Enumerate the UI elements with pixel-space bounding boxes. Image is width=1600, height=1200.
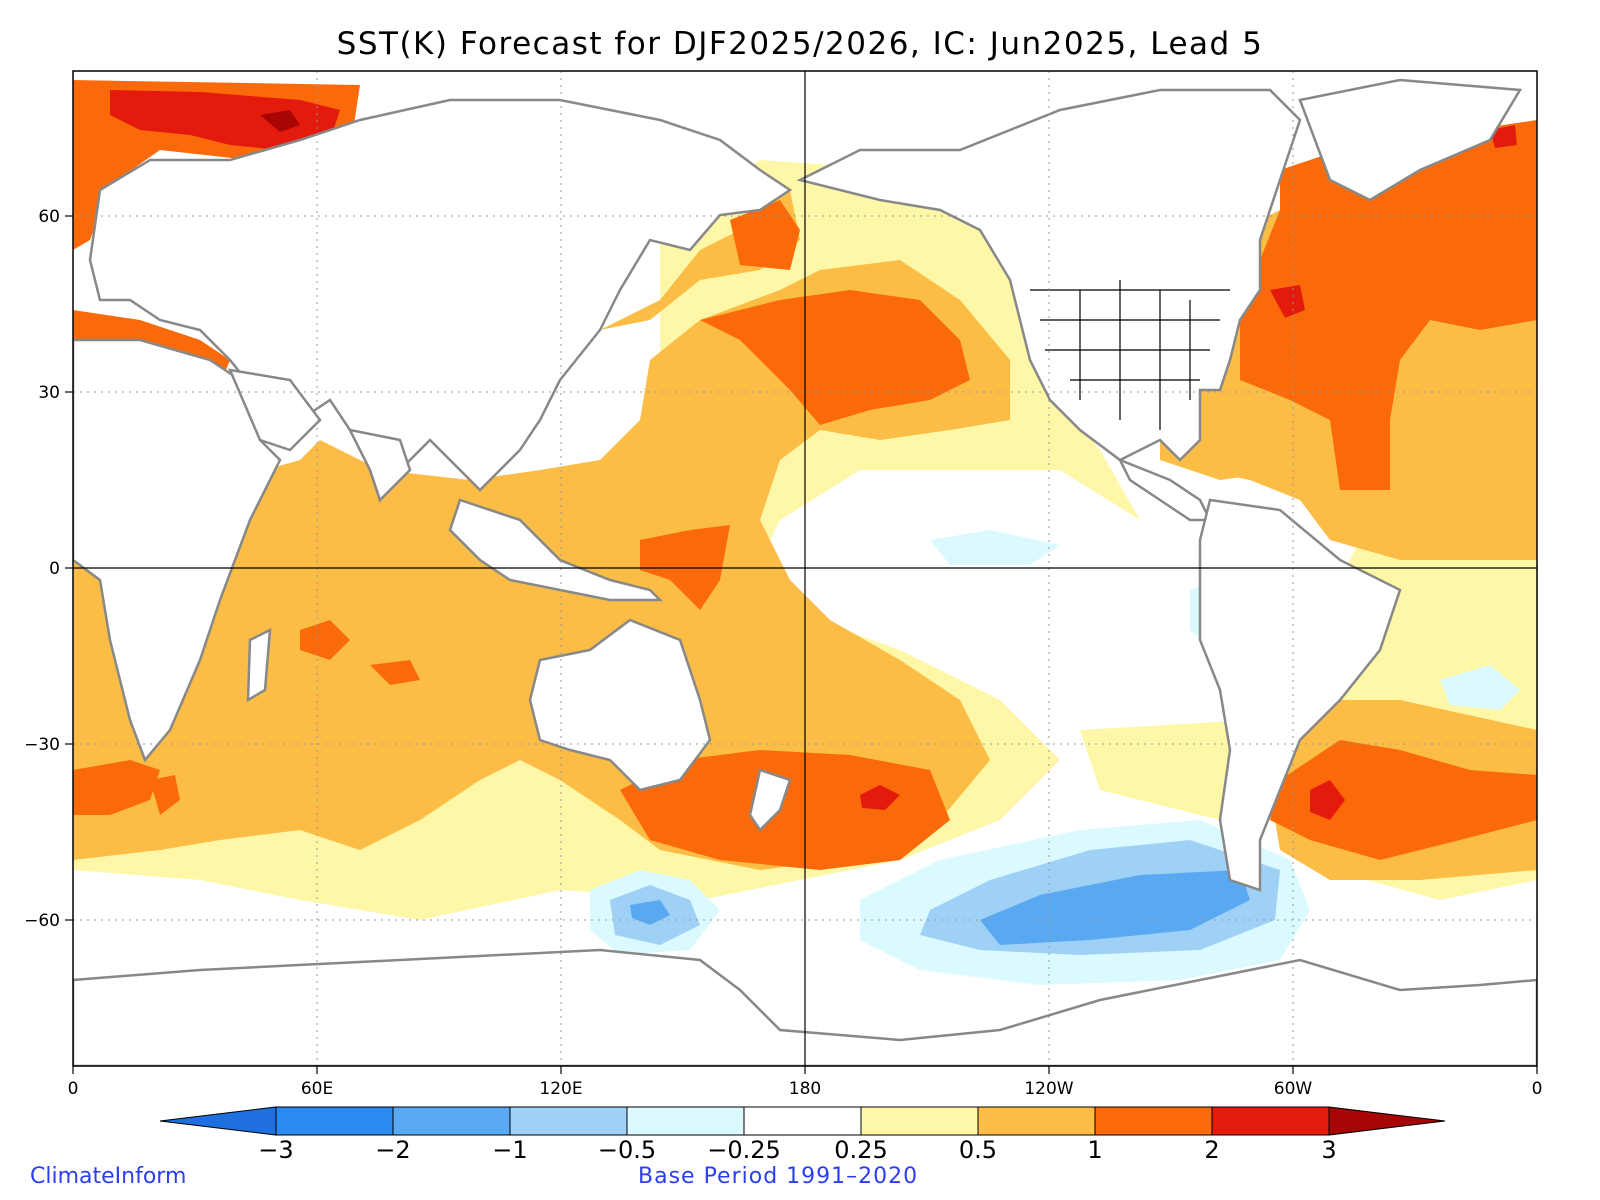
colorbar-segment	[743, 1106, 862, 1136]
y-tick-label: 60	[38, 207, 60, 227]
colorbar-label: 0.5	[959, 1136, 997, 1164]
arabia	[227, 368, 322, 452]
colorbar-segment	[860, 1106, 979, 1136]
x-tick-label: 120W	[1024, 1079, 1073, 1099]
colorbar-segment	[509, 1106, 628, 1136]
colorbar-label: −2	[375, 1136, 410, 1164]
x-tick-label: 0	[1532, 1079, 1543, 1099]
colorbar-segment	[275, 1106, 394, 1136]
y-tick-label: −60	[24, 911, 60, 931]
y-tick-label: −30	[24, 735, 60, 755]
colorbar-label: 2	[1204, 1136, 1219, 1164]
new-zealand	[748, 768, 792, 832]
contour-1-2	[73, 80, 1537, 870]
x-axis-labels: 0 60E 120E 180 120W 60W 0	[68, 1079, 1543, 1099]
colorbar-label: 0.25	[834, 1136, 887, 1164]
colorbar-segment	[1094, 1106, 1213, 1136]
colorbar-segment	[626, 1106, 745, 1136]
base-period: Base Period 1991–2020	[638, 1164, 919, 1189]
australia	[528, 618, 712, 792]
north-america	[796, 88, 1302, 462]
colorbar-segment	[392, 1106, 511, 1136]
central-america	[1117, 457, 1213, 522]
colorbar-label: −3	[258, 1136, 293, 1164]
x-tick-label: 60W	[1274, 1079, 1313, 1099]
south-america	[1198, 498, 1402, 892]
greenland	[1298, 78, 1523, 202]
india	[347, 428, 412, 503]
x-tick-label: 0	[68, 1079, 79, 1099]
southeast-asia-islands	[448, 498, 664, 602]
antarctica	[73, 948, 1537, 1066]
y-tick-label: 0	[49, 559, 60, 579]
colorbar-label: 3	[1321, 1136, 1336, 1164]
map-title: SST(K) Forecast for DJF2025/2026, IC: Ju…	[336, 26, 1264, 62]
colorbar-label: −0.25	[707, 1136, 781, 1164]
africa	[73, 338, 282, 763]
colorbar-label: −0.5	[598, 1136, 656, 1164]
colorbar-right-arrow	[1328, 1106, 1446, 1136]
colorbar-segment	[977, 1106, 1096, 1136]
colorbar-labels: −3 −2 −1 −0.5 −0.25 0.25 0.5 1 2 3	[258, 1136, 1336, 1164]
y-tick-label: 30	[38, 383, 60, 403]
source-credit: ClimateInform	[30, 1164, 187, 1189]
colorbar-label: −1	[492, 1136, 527, 1164]
sst-anomaly-field	[73, 71, 1537, 1066]
contour-neg-1	[630, 870, 1250, 945]
colorbar-label: 1	[1087, 1136, 1102, 1164]
land-masses	[73, 78, 1537, 1066]
axis-ticks	[65, 215, 1538, 1074]
x-tick-label: 180	[789, 1079, 821, 1099]
colorbar-segment	[1211, 1106, 1330, 1136]
colorbar	[159, 1106, 1446, 1136]
contour-gt-3	[260, 110, 300, 132]
x-tick-label: 120E	[539, 1079, 582, 1099]
x-tick-label: 60E	[301, 1079, 333, 1099]
madagascar	[246, 627, 272, 703]
colorbar-left-arrow	[159, 1106, 277, 1136]
y-axis-labels: 60 30 0 −30 −60	[24, 207, 60, 931]
us-state-lines	[1030, 280, 1230, 430]
